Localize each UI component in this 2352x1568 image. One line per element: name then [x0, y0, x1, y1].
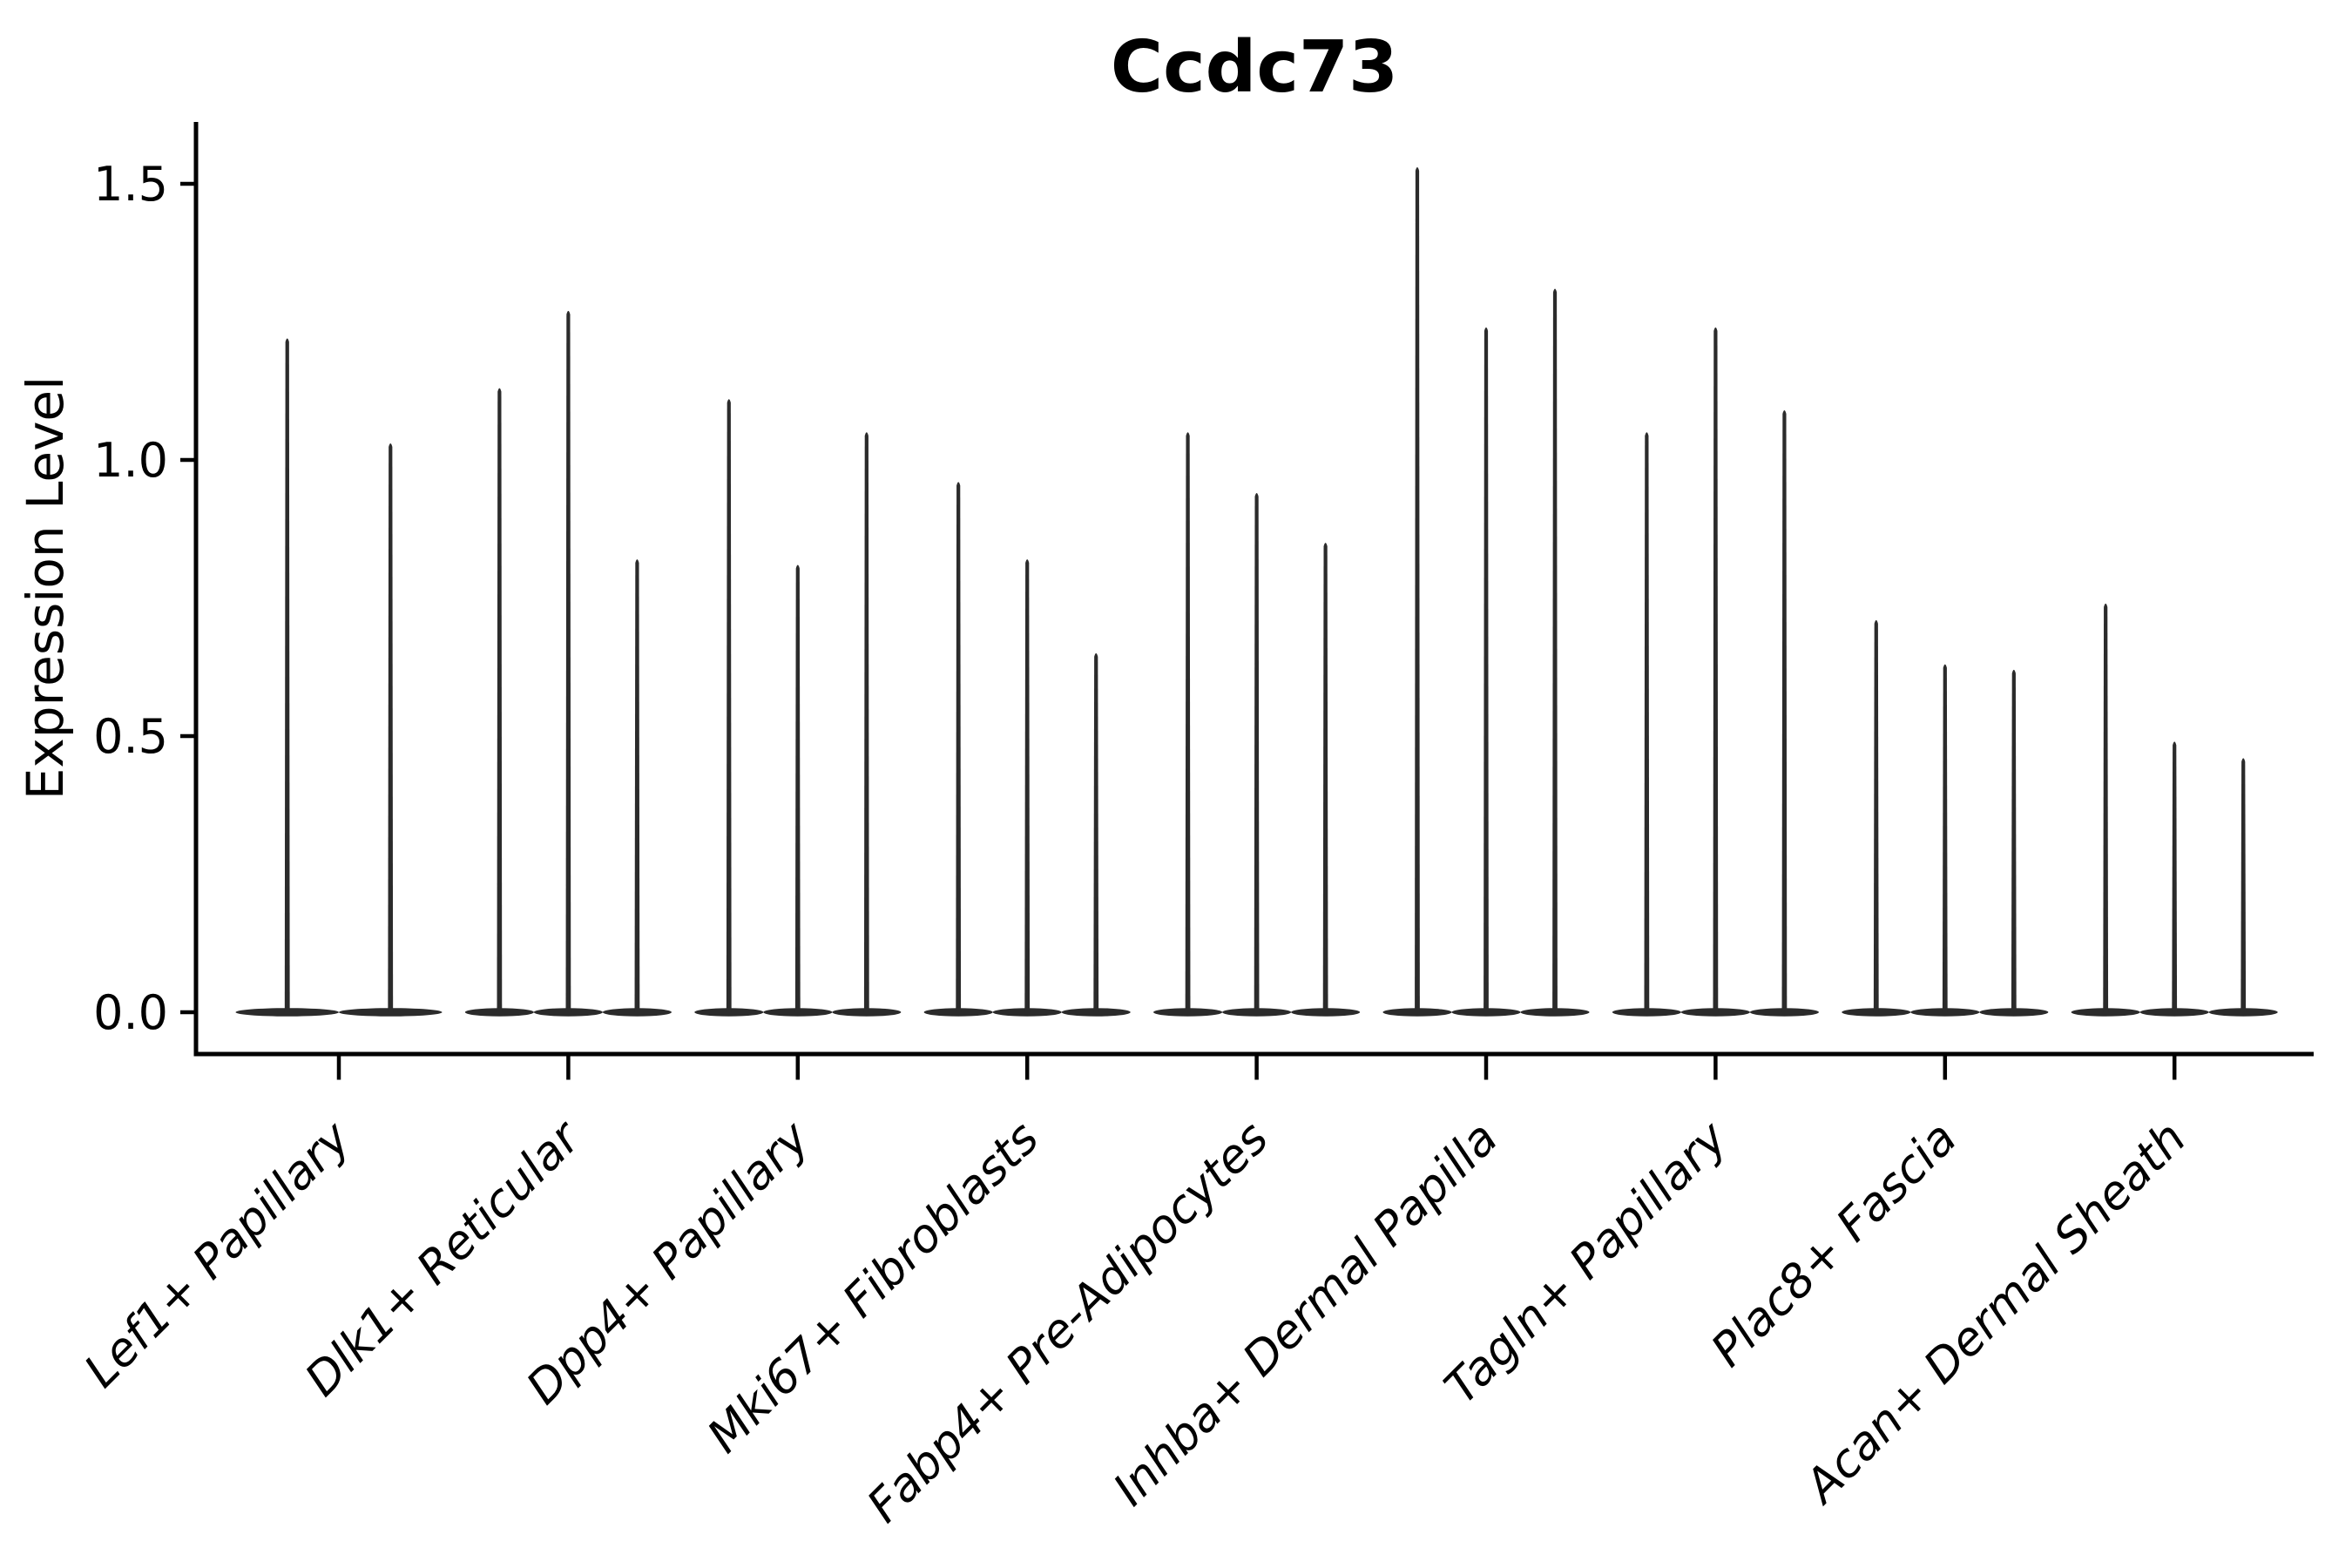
violin-needle — [284, 338, 290, 1012]
plot-title: Ccdc73 — [1111, 26, 1398, 109]
violin-needle — [565, 310, 571, 1012]
violin-needle — [388, 443, 394, 1012]
y-tick-label: 0.5 — [93, 709, 168, 764]
violin-needle — [1942, 664, 1948, 1012]
y-axis-title: Expression Level — [16, 376, 75, 800]
violin-needle — [1093, 652, 1099, 1012]
violin-needle — [1254, 493, 1260, 1012]
violin-needle — [863, 432, 869, 1012]
violin-needle — [1322, 543, 1328, 1012]
y-tick-label: 0.0 — [93, 985, 168, 1040]
x-tick-label: Plac8+ Fascia — [1701, 1112, 1967, 1377]
y-tick-layer — [180, 181, 196, 1015]
x-tick-label: Inhba+ Dermal Papilla — [1104, 1112, 1508, 1516]
violin-needle — [1024, 559, 1031, 1012]
violin-needle — [1644, 432, 1650, 1012]
violin-needle — [1552, 288, 1558, 1013]
violin-needle — [2240, 758, 2247, 1012]
violins-layer — [235, 166, 2278, 1017]
y-tick-label: 1.0 — [93, 433, 168, 488]
violin-needle — [956, 482, 962, 1012]
x-tick-label: Acan+ Dermal Sheath — [1794, 1112, 2197, 1515]
violin-needle — [1415, 166, 1420, 1013]
violin-needle — [726, 399, 732, 1012]
y-tick-label: 1.5 — [93, 157, 168, 212]
x-tick-label: Fabp4+ Pre-Adipocytes — [857, 1112, 1279, 1533]
violin-needle — [1484, 327, 1489, 1013]
violin-needle — [1185, 432, 1191, 1012]
violin-needle — [2172, 741, 2178, 1012]
violin-needle — [634, 559, 640, 1012]
violin-needle — [2011, 669, 2017, 1012]
violin-needle — [1713, 327, 1719, 1013]
y-tick-label-layer: 0.0 0.5 1.0 1.5 — [93, 157, 168, 1040]
x-tick-layer — [336, 1056, 2177, 1080]
violin-needle — [1873, 619, 1879, 1012]
violin-needle — [2103, 603, 2109, 1012]
axes-layer — [193, 122, 2314, 1057]
violin-needle — [497, 388, 503, 1013]
violin-needle — [1781, 409, 1788, 1012]
violin-needle — [794, 564, 801, 1012]
